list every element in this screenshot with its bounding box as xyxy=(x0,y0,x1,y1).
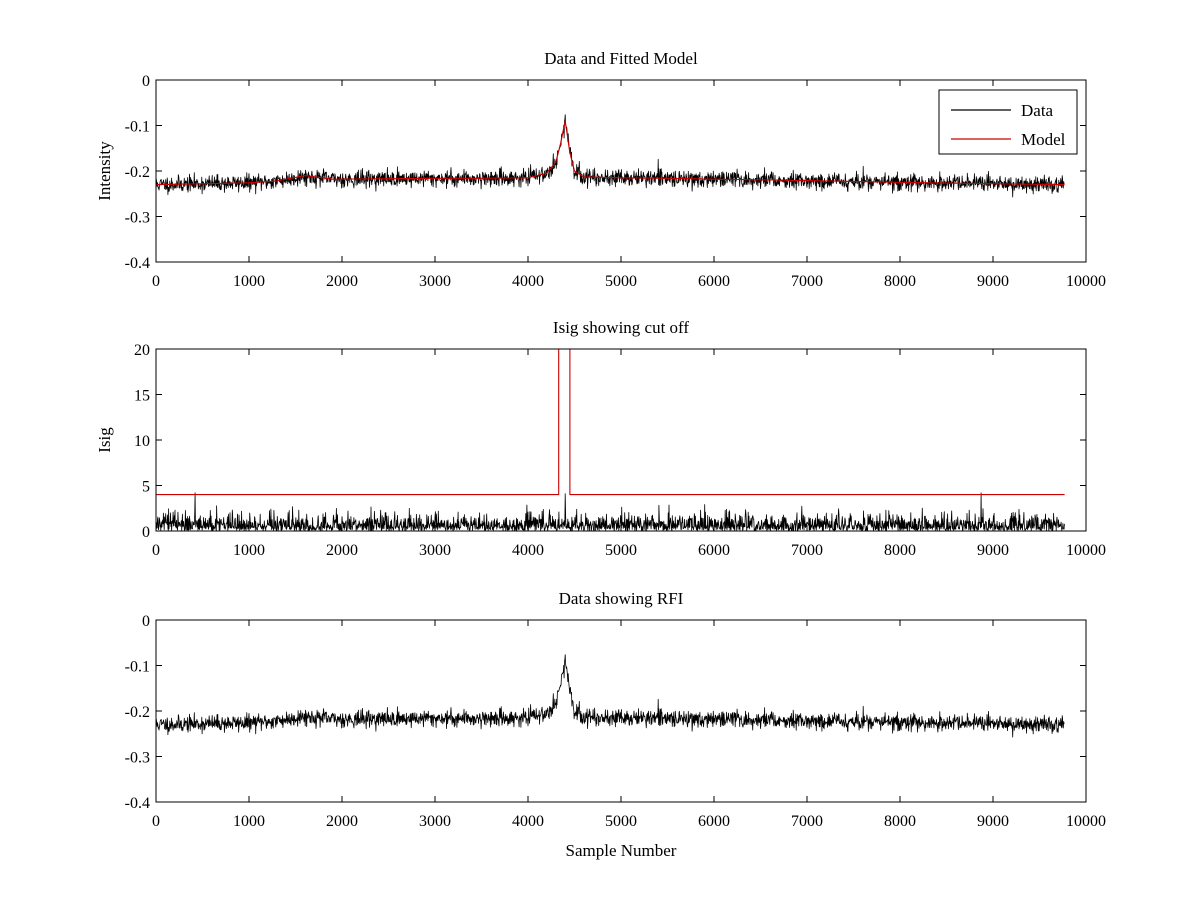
x-tick-label: 4000 xyxy=(512,813,544,830)
x-tick-label: 6000 xyxy=(698,813,730,830)
legend-label: Model xyxy=(1021,130,1066,149)
x-tick-label: 5000 xyxy=(605,813,637,830)
x-tick-label: 5000 xyxy=(605,273,637,290)
x-tick-label: 5000 xyxy=(605,542,637,559)
x-tick-label: 3000 xyxy=(419,273,451,290)
series-group xyxy=(156,654,1065,738)
chart-panel-3: 0 1000 2000 3000 4000 5000 6000 7000 8000 9000 100… xyxy=(125,589,1106,860)
x-tick-label: 7000 xyxy=(791,813,823,830)
x-tick-label: 4000 xyxy=(512,273,544,290)
x-tick-label: 1000 xyxy=(233,273,265,290)
y-tick-label: -0.2 xyxy=(125,164,150,181)
x-tick-label: 9000 xyxy=(977,273,1009,290)
x-tick-label: 8000 xyxy=(884,542,916,559)
series-line-model xyxy=(156,120,1065,186)
x-axis-label: Sample Number xyxy=(566,841,677,860)
x-tick-label: 4000 xyxy=(512,542,544,559)
y-tick-label: -0.3 xyxy=(125,210,150,227)
x-tick-label: 10000 xyxy=(1066,813,1106,830)
x-tick-label: 9000 xyxy=(977,542,1009,559)
y-tick-label: 0 xyxy=(142,524,150,541)
y-tick-label: -0.1 xyxy=(125,659,150,676)
y-tick-label: 0 xyxy=(142,613,150,630)
x-tick-label: 7000 xyxy=(791,273,823,290)
x-tick-label: 2000 xyxy=(326,813,358,830)
chart-panel-1: 0 1000 2000 3000 4000 5000 6000 7000 8000 9000 100… xyxy=(95,49,1106,290)
x-tick-label: 6000 xyxy=(698,542,730,559)
series-group xyxy=(156,349,1065,531)
series-line-data xyxy=(156,654,1065,738)
chart-title: Data showing RFI xyxy=(559,589,684,608)
y-tick-label: 15 xyxy=(134,388,150,405)
x-tick-label: 0 xyxy=(152,542,160,559)
x-tick-label: 8000 xyxy=(884,273,916,290)
x-tick-label: 10000 xyxy=(1066,542,1106,559)
y-tick-label: 20 xyxy=(134,342,150,359)
y-tick-label: 10 xyxy=(134,433,150,450)
chart-title: Isig showing cut off xyxy=(553,318,689,337)
y-tick-label: -0.2 xyxy=(125,704,150,721)
legend-box xyxy=(938,89,1078,155)
y-tick-label: -0.3 xyxy=(125,750,150,767)
x-tick-label: 7000 xyxy=(791,542,823,559)
y-tick-label: -0.1 xyxy=(125,119,150,136)
x-tick-label: 3000 xyxy=(419,542,451,559)
x-tick-label: 1000 xyxy=(233,813,265,830)
series-group xyxy=(156,114,1065,198)
x-tick-label: 10000 xyxy=(1066,273,1106,290)
x-tick-label: 3000 xyxy=(419,813,451,830)
series-line-cut-off xyxy=(156,349,1065,496)
x-tick-label: 9000 xyxy=(977,813,1009,830)
x-tick-label: 0 xyxy=(152,273,160,290)
x-tick-label: 2000 xyxy=(326,273,358,290)
y-tick-label: 0 xyxy=(142,73,150,90)
x-tick-label: 2000 xyxy=(326,542,358,559)
chart-panel-2: 0 1000 2000 3000 4000 5000 6000 7000 8000 9000 100… xyxy=(95,318,1106,559)
x-tick-label: 6000 xyxy=(698,273,730,290)
x-tick-label: 0 xyxy=(152,813,160,830)
legend-label: Data xyxy=(1021,101,1054,120)
y-axis-label: Intensity xyxy=(95,141,114,201)
x-tick-label: 8000 xyxy=(884,813,916,830)
series-line-data xyxy=(156,114,1065,198)
y-tick-label: -0.4 xyxy=(125,795,150,812)
chart-title: Data and Fitted Model xyxy=(544,49,698,68)
x-tick-label: 1000 xyxy=(233,542,265,559)
y-axis-label: Isig xyxy=(95,427,114,453)
y-tick-label: -0.4 xyxy=(125,255,150,272)
series-line-isig xyxy=(156,492,1065,531)
legend: Data Model xyxy=(938,89,1078,155)
y-tick-label: 5 xyxy=(142,479,150,496)
